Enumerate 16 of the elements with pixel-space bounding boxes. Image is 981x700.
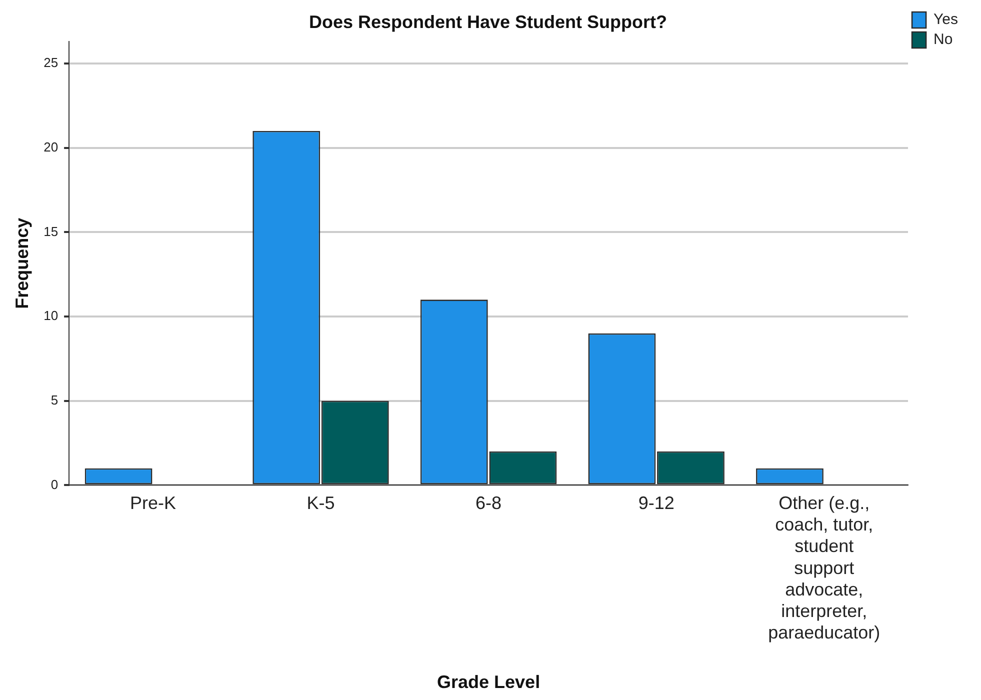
x-tick-label: Other (e.g., coach, tutor, student support advocate, interpreter, paraeducator) xyxy=(768,492,880,643)
y-tick-label: 25 xyxy=(44,55,58,70)
legend-label: Yes xyxy=(934,11,958,28)
y-tick-label: 20 xyxy=(44,139,58,154)
y-tick-label: 0 xyxy=(50,476,58,492)
chart-title: Does Respondent Have Student Support? xyxy=(308,12,668,32)
x-tick-label: Pre-K xyxy=(130,492,176,513)
x-axis-title: Grade Level xyxy=(437,672,540,692)
x-tick-label: 9-12 xyxy=(638,492,674,513)
legend-label: No xyxy=(934,31,953,48)
y-tick-label: 15 xyxy=(44,224,58,239)
x-tick-label: 6-8 xyxy=(476,492,502,513)
y-tick-label: 10 xyxy=(44,308,58,324)
x-tick-label: K-5 xyxy=(306,492,335,513)
y-tick-label: 5 xyxy=(50,392,58,408)
y-axis-title: Frequency xyxy=(12,218,32,309)
